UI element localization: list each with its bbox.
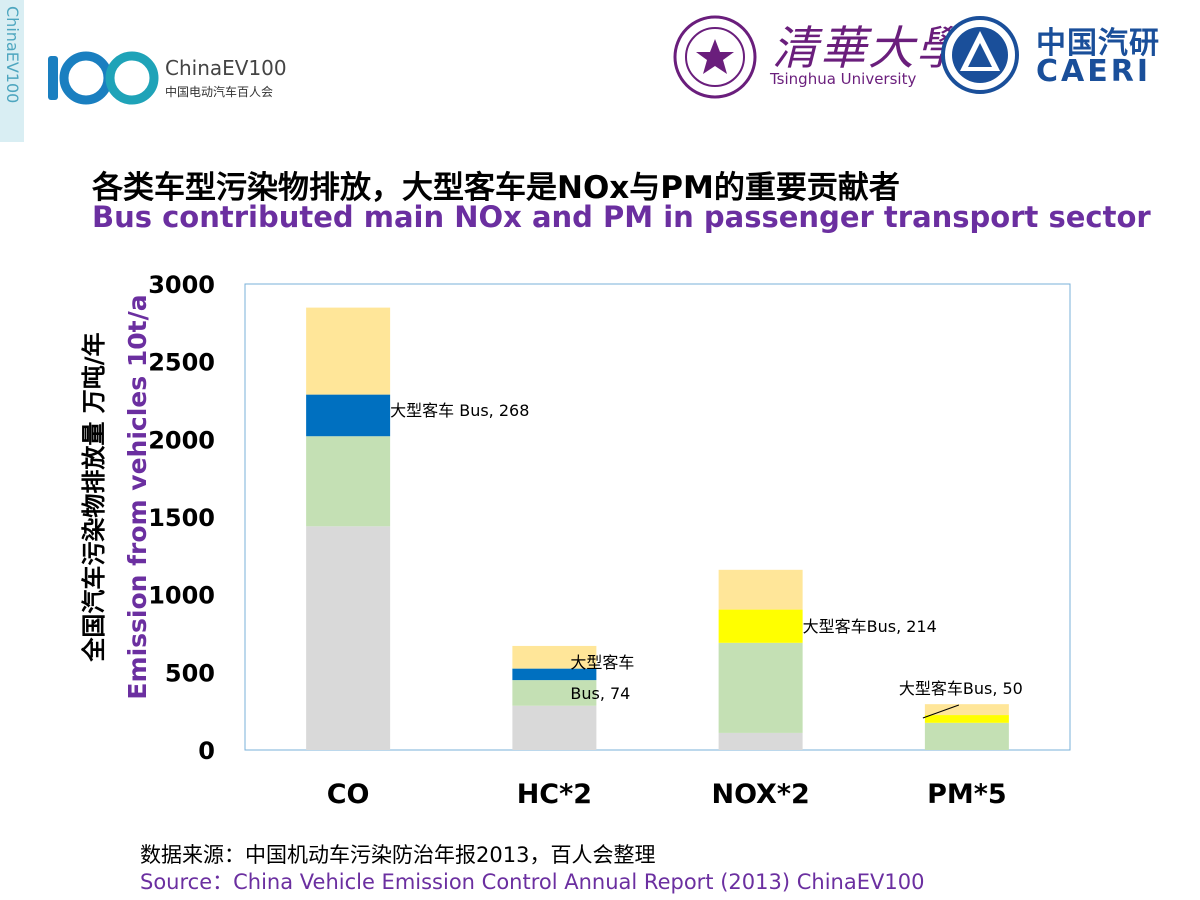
data-label: 大型客车 [570,653,634,672]
y-tick-label: 1000 [148,582,215,610]
page-title-en: Bus contributed main NOx and PM in passe… [92,200,1151,234]
bar-segment [512,645,597,669]
y-tick-label: 1500 [148,504,215,532]
y-tick-label: 2500 [148,349,215,377]
caeri-name-cn: 中国汽研 [1036,26,1160,61]
data-label: 大型客车 Bus, 268 [390,401,529,420]
data-label: Bus, 74 [570,684,630,703]
bar-segment [512,668,597,681]
y-axis-title-cn: 全国汽车污染物排放量 万吨/年 [80,332,108,662]
bar-segment [306,307,391,395]
x-category-label: NOX*2 [711,779,809,810]
bar-segment [306,436,391,527]
tsinghua-name-en: Tsinghua University [770,70,917,88]
source-note-cn: 数据来源：中国机动车污染防治年报2013，百人会整理 [140,843,656,867]
x-category-label: CO [327,779,370,810]
bar-segment [924,722,1009,750]
brand-name: ChinaEV100 [165,56,287,80]
tsinghua-name-cn: 清華大學 [772,21,964,75]
y-tick-label: 2000 [148,426,215,454]
tsinghua-seal-icon [673,15,757,99]
chinaev100-logo-icon [48,51,159,105]
brand-subtitle: 中国电动汽车百人会 [165,85,274,99]
bar-segment [718,642,803,733]
data-label: 大型客车Bus, 214 [803,617,937,636]
x-category-label: PM*5 [927,779,1007,810]
y-tick-label: 0 [198,737,215,765]
x-category-label: HC*2 [517,779,592,810]
bar-segment [306,394,391,437]
side-strip: ChinaEV100 [0,0,24,142]
side-brand-text: ChinaEV100 [3,6,22,104]
bar-segment [718,732,803,750]
data-label: 大型客车Bus, 50 [899,679,1023,698]
page-title-cn: 各类车型污染物排放，大型客车是NOx与PM的重要贡献者 [92,170,900,206]
bar-segment [924,715,1009,723]
bar-segment [512,680,597,706]
caeri-name-en: CAERI [1036,54,1151,89]
bar-segment [512,705,597,750]
emission-chart: 0 500 1000 1500 2000 2500 3000 CO HC*2 NOX*2 PM*5 大… [80,271,1071,810]
bar-segment [718,609,803,643]
y-tick-label: 3000 [148,271,215,299]
caeri-logo-icon [941,16,1019,94]
data-label-leader [922,704,960,719]
bar-segment [718,569,803,610]
y-axis-title-en: Emission from vehicles 10t/a [123,294,152,699]
bar-segment [306,526,391,750]
bar-segment [924,704,1009,716]
y-tick-label: 500 [165,659,215,687]
source-note-en: Source：China Vehicle Emission Control An… [140,870,925,894]
